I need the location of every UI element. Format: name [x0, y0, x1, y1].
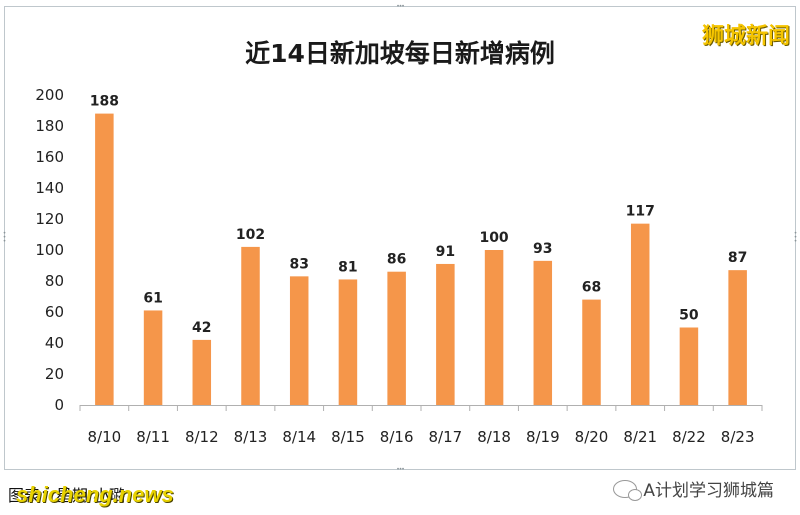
y-tick-label: 80: [45, 272, 64, 290]
y-tick-label: 100: [35, 241, 64, 259]
brand-logo-text: 狮城新闻: [701, 24, 790, 49]
x-tick-label: 8/19: [526, 428, 560, 446]
x-tick-label: 8/13: [234, 428, 268, 446]
bar: [95, 113, 114, 405]
data-label: 188: [90, 94, 119, 110]
data-label: 102: [236, 227, 265, 243]
y-tick-label: 20: [45, 365, 64, 383]
resize-handle-left[interactable]: • • •: [2, 230, 7, 245]
wechat-icon: [613, 479, 643, 501]
bar: [143, 310, 163, 405]
bar: [338, 279, 358, 405]
bar: [728, 270, 747, 405]
chart-title: 近14日新加坡每日新增病例: [245, 39, 555, 68]
data-label: 42: [192, 320, 211, 336]
x-tick-label: 8/23: [721, 428, 755, 446]
resize-handle-top[interactable]: •••: [396, 3, 405, 10]
x-tick-label: 8/20: [575, 428, 609, 446]
data-label: 117: [626, 204, 655, 220]
y-tick-label: 160: [35, 148, 64, 166]
resize-handle-right[interactable]: • • •: [793, 230, 798, 245]
bar: [436, 263, 455, 405]
bar: [679, 327, 699, 405]
bar: [484, 250, 504, 405]
x-tick-label: 8/16: [380, 428, 414, 446]
bar: [582, 299, 601, 405]
data-label: 87: [728, 250, 747, 266]
x-axis: 8/10 8/11 8/12 8/13 8/14 8/15 8/16 8/17 8/18 8/19…: [79, 405, 763, 446]
data-label: 81: [338, 259, 357, 275]
x-tick-label: 8/22: [672, 428, 706, 446]
data-label: 100: [479, 230, 508, 246]
data-label: 50: [679, 308, 699, 324]
bar: [387, 271, 406, 405]
data-label: 86: [387, 252, 406, 268]
watermark: shicheng.news: [16, 482, 174, 507]
x-tick-label: 8/12: [185, 428, 219, 446]
bar: [630, 223, 650, 405]
data-label: 61: [143, 290, 162, 306]
x-tick-label: 8/18: [477, 428, 511, 446]
data-label: 68: [582, 280, 601, 296]
y-tick-label: 140: [35, 179, 64, 197]
bar: [289, 276, 309, 405]
x-tick-label: 8/17: [429, 428, 463, 446]
bar: [192, 339, 212, 405]
bar: [533, 260, 553, 405]
y-tick-label: 60: [45, 303, 64, 321]
account-name: A计划学习狮城篇: [643, 481, 774, 501]
bar: [241, 246, 260, 405]
y-tick-label: 0: [54, 396, 64, 414]
x-tick-label: 8/14: [282, 428, 316, 446]
x-tick-label: 8/15: [331, 428, 365, 446]
bar-chart: 0 20 40 60 80 100 120 140 160 180 200 188 61 42 102 83…: [35, 86, 763, 446]
account-badge: A计划学习狮城篇: [613, 476, 774, 501]
data-label: 83: [289, 256, 308, 272]
data-label: 91: [436, 244, 455, 260]
y-tick-label: 180: [35, 117, 64, 135]
y-tick-label: 200: [35, 86, 64, 104]
y-tick-label: 40: [45, 334, 64, 352]
x-tick-label: 8/11: [136, 428, 170, 446]
data-label: 93: [533, 241, 552, 257]
y-axis: 0 20 40 60 80 100 120 140 160 180 200: [35, 86, 64, 414]
x-tick-label: 8/21: [623, 428, 657, 446]
chart-credit: 图表：星期·小璐: [8, 486, 126, 505]
x-tick-label: 8/10: [88, 428, 122, 446]
bars: 188 61 42 102 83 81 86 91 100 93 68 117 50 87: [90, 94, 747, 405]
resize-handle-bottom[interactable]: •••: [396, 466, 405, 473]
y-tick-label: 120: [35, 210, 64, 228]
